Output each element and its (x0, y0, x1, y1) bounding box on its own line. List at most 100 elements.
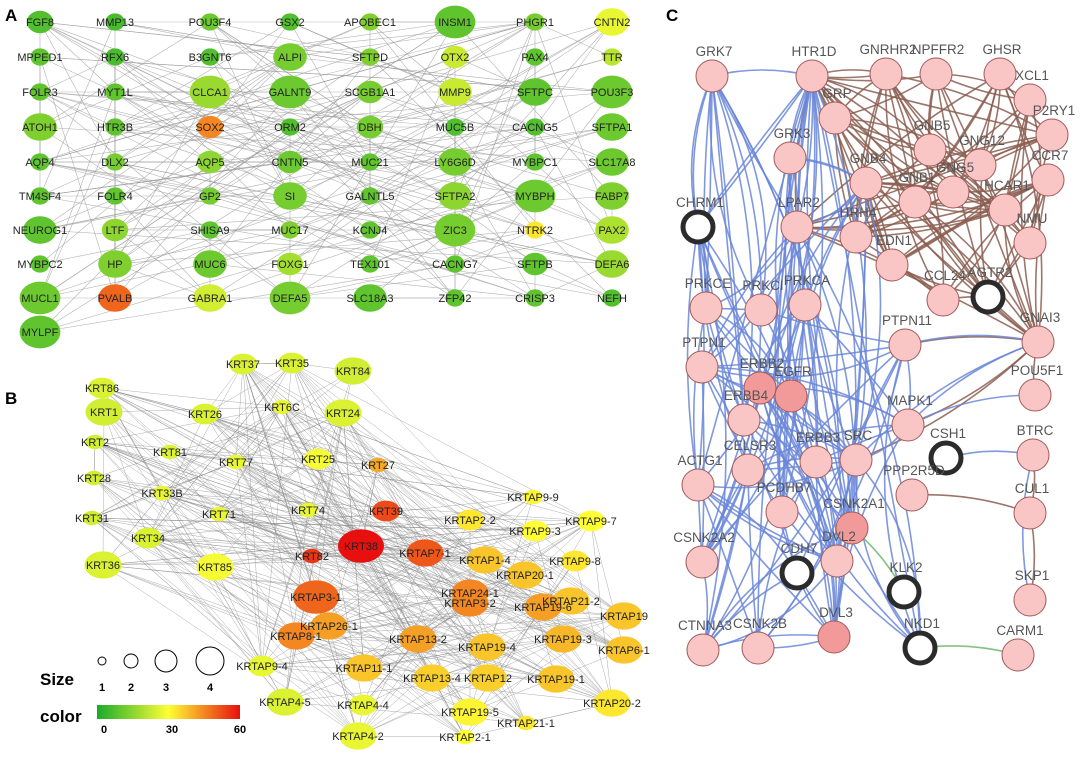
panel-b-edge (94, 441, 359, 737)
panel-b-node-krtap20-2 (593, 689, 631, 717)
panel-a-edge (114, 21, 536, 93)
panel-c-label-celsr3: CELSR3 (724, 438, 777, 453)
panel-a-label-tex101: TEX101 (350, 259, 390, 271)
panel-c-label-edn1: EDN1 (876, 233, 912, 248)
panel-b-label-krt71: KRT71 (202, 509, 236, 521)
panel-b-label-krtap2-2: KRTAP2-2 (444, 515, 496, 527)
color-legend-tick-60: 60 (234, 724, 246, 736)
panel-a-edge (39, 161, 456, 265)
panel-a-label-gp2: GP2 (199, 191, 221, 203)
panel-a-edge (39, 56, 291, 231)
panel-c-label-gng5: GNG5 (936, 160, 974, 175)
panel-b-edge (102, 564, 471, 604)
panel-b-node-krtap4-4 (349, 694, 377, 716)
panel-b-node-krt26 (191, 403, 219, 425)
panel-b-label-krt24: KRT24 (326, 408, 360, 420)
panel-a-node-ltf (101, 218, 129, 242)
panel-a-edge (39, 21, 211, 128)
panel-c-edge (865, 134, 1053, 184)
panel-b-edge (102, 564, 365, 669)
panel-a-edge (114, 195, 211, 299)
panel-b-edge (93, 477, 359, 737)
panel-a-letter: A (5, 6, 17, 25)
panel-a-label-cacng5: CACNG5 (512, 122, 558, 134)
panel-c-letter: C (666, 6, 678, 25)
panel-c-edge (781, 75, 824, 513)
panel-a-label-cntn5: CNTN5 (272, 157, 309, 169)
panel-a-label-clca1: CLCA1 (192, 87, 227, 99)
panel-b-label-krt31: KRT31 (75, 513, 109, 525)
panel-c-node-grk7 (695, 59, 729, 93)
panel-c-label-lpar2: LPAR2 (778, 195, 820, 210)
panel-a-node-nefh (602, 289, 622, 307)
panel-b-node-krtap3-2 (451, 589, 489, 617)
panel-c-edge (702, 560, 838, 651)
panel-a-node-cntn2 (595, 8, 629, 36)
panel-a-edge (39, 161, 116, 197)
panel-c-node-cdh7 (779, 555, 815, 591)
panel-c-node-htr1d (795, 59, 829, 93)
panel-b-node-krt31 (82, 510, 102, 526)
panel-c-edge (796, 226, 856, 529)
panel-a-edge (39, 91, 371, 265)
panel-c-label-ctnna3: CTNNA3 (678, 618, 732, 633)
panel-a-label-tm4sf4: TM4SF4 (19, 191, 61, 203)
panel-c-node-gng12 (963, 148, 997, 182)
panel-b-node-krtap19-6 (524, 593, 562, 621)
panel-a-label-zic3: ZIC3 (443, 225, 467, 237)
panel-b-label-krtap4-4: KRTAP4-4 (337, 700, 389, 712)
panel-b-label-krtap9-7: KRTAP9-7 (565, 516, 617, 528)
panel-a-node-mmp9 (438, 78, 472, 106)
panel-b-node-krtap20-1 (506, 561, 544, 589)
panel-a-node-alpi (273, 43, 307, 71)
panel-b-edge (101, 387, 171, 453)
panel-b-edge (101, 387, 286, 703)
panel-a-label-ttr: TTR (601, 52, 622, 64)
panel-a-node-pou3f3 (591, 75, 633, 109)
panel-b-edge (281, 406, 534, 498)
panel-b-node-krt85 (196, 553, 234, 581)
size-legend-tick-2: 2 (128, 682, 134, 694)
panel-a-label-mybpc2: MYBPC2 (17, 259, 62, 271)
panel-b-edge (487, 560, 576, 679)
panel-b-node-krtap2-2 (456, 509, 484, 531)
panel-b-node-krt74 (298, 502, 318, 518)
panel-a-edge (39, 195, 211, 231)
panel-b-edge (147, 496, 534, 539)
panel-b-edge (357, 638, 564, 737)
panel-b-edge (161, 406, 283, 494)
panel-a-label-aqp5: AQP5 (195, 157, 224, 169)
panel-b-edge (147, 537, 362, 547)
panel-c-node-csnk2b (741, 631, 775, 665)
panel-a-label-sftpa1: SFTPA1 (592, 122, 633, 134)
panel-c-node-prkci (744, 293, 778, 327)
panel-b-edge (91, 406, 283, 519)
panel-a-edge (114, 21, 371, 128)
panel-a-node-cntn5 (276, 150, 304, 174)
panel-c-label-grp: GRP (822, 86, 851, 101)
panel-c-label-hcar1: HCAR1 (984, 178, 1030, 193)
panel-b-node-krtap26-1 (310, 612, 348, 640)
panel-c-label-klk2: KLK2 (889, 560, 922, 575)
panel-b-edge (328, 552, 426, 627)
panel-a-edge (289, 126, 613, 231)
panel-c-node-skp1 (1013, 583, 1047, 617)
panel-c-label-prkci: PRKCI (742, 278, 783, 293)
panel-b-edge (218, 513, 544, 608)
panel-b-node-krtap21-1 (516, 715, 536, 731)
panel-a-label-myt1l: MYT1L (97, 87, 132, 99)
panel-c-edge (701, 344, 906, 379)
panel-b-edge (424, 552, 544, 608)
panel-a-node-folr4 (105, 187, 125, 205)
panel-c-edge (703, 75, 713, 309)
panel-c-nodes (680, 57, 1069, 672)
panel-b-edge (281, 406, 419, 640)
panel-b-node-krtap4-2 (339, 722, 377, 750)
panel-a-node-tex101 (360, 255, 380, 273)
panel-c-label-dvl2: DVL2 (822, 529, 856, 544)
panel-b-node-krtap4-5 (266, 688, 304, 716)
panel-b-node-krtap7-1 (406, 539, 444, 567)
panel-b-label-krt86: KRT86 (85, 383, 119, 395)
